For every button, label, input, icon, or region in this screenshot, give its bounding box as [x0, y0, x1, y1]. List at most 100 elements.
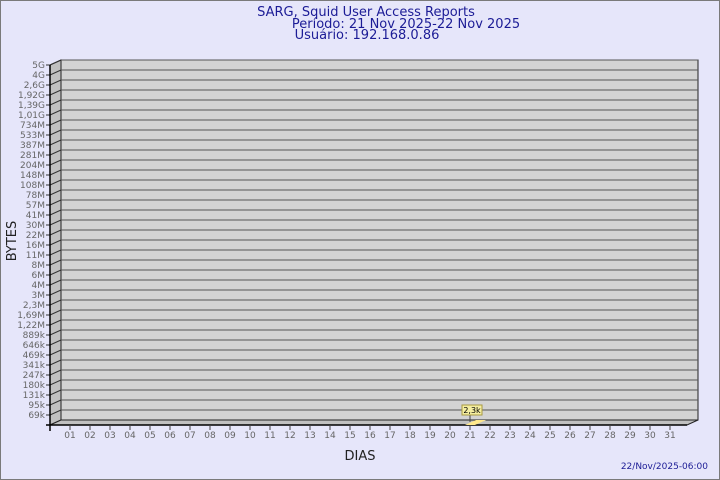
y-tick-label: 2,3M	[23, 301, 45, 311]
data-label-box	[461, 404, 483, 416]
x-tick-label: 02	[84, 431, 95, 441]
y-tick-label: 1,92G	[18, 91, 45, 101]
y-tick-label: 646k	[23, 341, 46, 351]
x-tick-label: 15	[344, 431, 355, 441]
y-tick-label: 5G	[32, 61, 45, 71]
y-grid-side	[49, 229, 62, 236]
y-tick-label: 1,39G	[18, 101, 45, 111]
x-tick-label: 10	[244, 431, 256, 441]
x-tick-label: 22	[484, 431, 495, 441]
chart-period: Período: 21 Nov 2025-22 Nov 2025	[292, 17, 520, 32]
x-tick-label: 11	[264, 431, 275, 441]
x-tick-label: 14	[324, 431, 336, 441]
x-tick-label: 29	[624, 431, 636, 441]
x-tick-label: 21	[464, 431, 475, 441]
x-tick-label: 30	[644, 431, 656, 441]
y-grid-side	[49, 79, 62, 86]
x-tick-label: 03	[104, 431, 115, 441]
y-grid-side	[49, 339, 62, 346]
y-tick-label: 247k	[23, 371, 46, 381]
x-tick-label: 05	[144, 431, 155, 441]
y-grid-side	[49, 189, 62, 196]
y-tick-label: 16M	[26, 241, 45, 251]
x-tick-label: 06	[164, 431, 176, 441]
y-grid-side	[49, 159, 62, 166]
x-tick-label: 27	[584, 431, 595, 441]
y-grid-side	[49, 299, 62, 306]
y-grid-side	[49, 389, 62, 396]
y-grid-side	[49, 349, 62, 356]
y-tick-label: 95k	[28, 401, 45, 411]
y-tick-label: 69k	[28, 411, 45, 421]
x-tick-label: 19	[424, 431, 436, 441]
x-tick-label: 31	[664, 431, 675, 441]
y-grid-side	[49, 69, 62, 76]
y-grid-side	[49, 109, 62, 116]
y-grid-side	[49, 249, 62, 256]
x-axis-label: DIAS	[345, 449, 376, 464]
y-tick-label: 1,22M	[17, 321, 45, 331]
y-grid-side	[49, 259, 62, 266]
y-tick-label: 204M	[20, 161, 45, 171]
y-grid-side	[49, 139, 62, 146]
y-tick-label: 8M	[32, 261, 46, 271]
y-axis-label: BYTES	[5, 221, 20, 262]
x-tick-label: 01	[64, 431, 75, 441]
y-grid-side	[49, 409, 62, 416]
plot-area: 5G4G2,6G1,92G1,39G1,01G734M533M387M281M2…	[17, 59, 699, 441]
y-grid-side	[49, 59, 62, 66]
y-grid-side	[49, 209, 62, 216]
x-tick-label: 24	[524, 431, 536, 441]
x-tick-label: 28	[604, 431, 616, 441]
y-tick-label: 387M	[20, 141, 45, 151]
x-tick-label: 16	[364, 431, 376, 441]
generated-timestamp: 22/Nov/2025-06:00	[621, 462, 708, 472]
y-tick-label: 1,01G	[18, 111, 45, 121]
y-tick-label: 4G	[32, 71, 45, 81]
y-grid-side	[49, 149, 62, 156]
y-grid-side	[49, 99, 62, 106]
y-grid-side	[49, 279, 62, 286]
y-grid-side	[49, 289, 62, 296]
y-tick-label: 108M	[20, 181, 45, 191]
y-tick-label: 41M	[26, 211, 45, 221]
y-grid-side	[49, 179, 62, 186]
y-tick-label: 148M	[20, 171, 45, 181]
y-tick-label: 341k	[23, 361, 46, 371]
bar-day-21	[465, 420, 486, 425]
y-tick-label: 889k	[23, 331, 46, 341]
x-tick-label: 17	[384, 431, 395, 441]
y-grid-side	[49, 319, 62, 326]
x-tick-label: 04	[124, 431, 136, 441]
y-tick-label: 6M	[32, 271, 46, 281]
y-tick-label: 281M	[20, 151, 45, 161]
y-grid-side	[49, 169, 62, 176]
x-tick-label: 18	[404, 431, 416, 441]
y-tick-label: 734M	[20, 121, 45, 131]
y-grid-side	[49, 129, 62, 136]
x-tick-label: 25	[544, 431, 555, 441]
y-tick-label: 3M	[32, 291, 46, 301]
y-grid-side	[49, 269, 62, 276]
x-tick-label: 09	[224, 431, 236, 441]
x-tick-label: 07	[184, 431, 195, 441]
y-tick-label: 533M	[20, 131, 45, 141]
y-grid-side	[49, 309, 62, 316]
x-tick-label: 12	[284, 431, 295, 441]
y-grid-side	[49, 119, 62, 126]
y-tick-label: 180k	[23, 381, 46, 391]
y-tick-label: 30M	[26, 221, 45, 231]
y-grid-side	[49, 329, 62, 336]
y-tick-label: 78M	[26, 191, 45, 201]
y-tick-label: 4M	[32, 281, 46, 291]
y-grid-side	[49, 399, 62, 406]
x-tick-label: 13	[304, 431, 315, 441]
y-grid-side	[49, 219, 62, 226]
y-grid-side	[49, 89, 62, 96]
y-grid-side	[49, 359, 62, 366]
y-grid-side	[49, 369, 62, 376]
y-tick-label: 469k	[23, 351, 46, 361]
chart-title: SARG, Squid User Access Reports	[257, 5, 475, 20]
y-tick-label: 2,6G	[24, 81, 45, 91]
